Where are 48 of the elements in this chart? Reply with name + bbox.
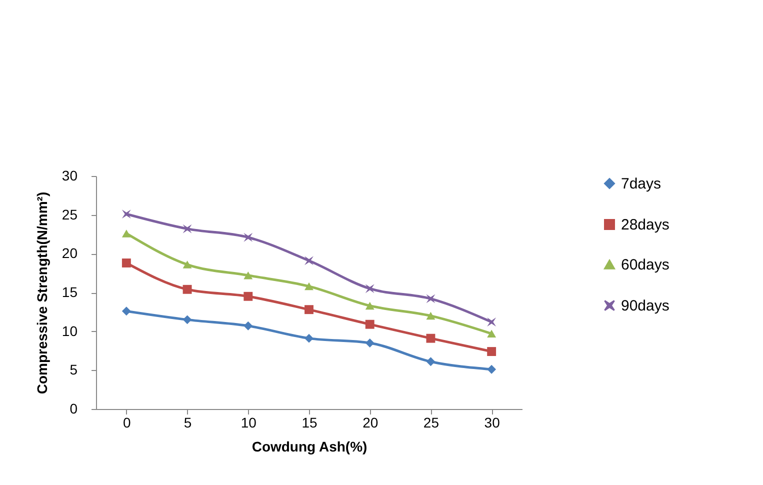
point xyxy=(365,284,374,294)
point xyxy=(122,306,131,316)
point xyxy=(122,230,131,238)
point xyxy=(426,357,436,366)
point xyxy=(182,260,192,268)
legend-label: 90days xyxy=(621,298,670,314)
point xyxy=(244,272,253,280)
point xyxy=(426,334,436,343)
y-tick-label: 10 xyxy=(62,322,78,339)
point xyxy=(487,318,496,326)
y-axis-title: Compressive Strength(N/mm²) xyxy=(34,192,50,394)
point xyxy=(426,312,436,320)
x-tick-label: 5 xyxy=(184,414,192,430)
point xyxy=(244,321,253,330)
point xyxy=(244,292,253,301)
y-tick-label: 15 xyxy=(62,284,78,300)
point xyxy=(122,258,131,268)
point xyxy=(182,315,192,324)
y-tick-label: 25 xyxy=(62,206,78,222)
point xyxy=(365,338,374,348)
point xyxy=(426,294,436,304)
point xyxy=(304,305,314,314)
point xyxy=(487,330,496,338)
point xyxy=(244,232,253,242)
legend-label: 60days xyxy=(621,256,670,274)
x-tick-label: 0 xyxy=(123,414,132,430)
y-tick-label: 20 xyxy=(62,245,78,262)
point xyxy=(304,282,314,290)
point xyxy=(182,224,192,234)
x-tick-label: 15 xyxy=(302,414,318,430)
point xyxy=(122,210,131,219)
point xyxy=(487,364,496,374)
point xyxy=(365,302,374,310)
x-tick-label: 25 xyxy=(423,414,440,430)
x-axis-title: Cowdung Ash(%) xyxy=(252,438,368,454)
point xyxy=(304,334,314,343)
point xyxy=(304,256,314,266)
y-tick-label: 0 xyxy=(70,400,78,416)
point xyxy=(182,284,192,294)
point xyxy=(365,320,374,329)
x-tick-label: 20 xyxy=(362,414,378,430)
x-tick-label: 30 xyxy=(484,414,500,430)
y-tick-label: 5 xyxy=(70,362,78,378)
point xyxy=(487,347,496,356)
legend-label: 7days xyxy=(621,176,662,192)
x-tick-label: 10 xyxy=(240,414,257,430)
legend-label: 28days xyxy=(621,216,670,234)
y-tick-label: 30 xyxy=(62,168,78,184)
